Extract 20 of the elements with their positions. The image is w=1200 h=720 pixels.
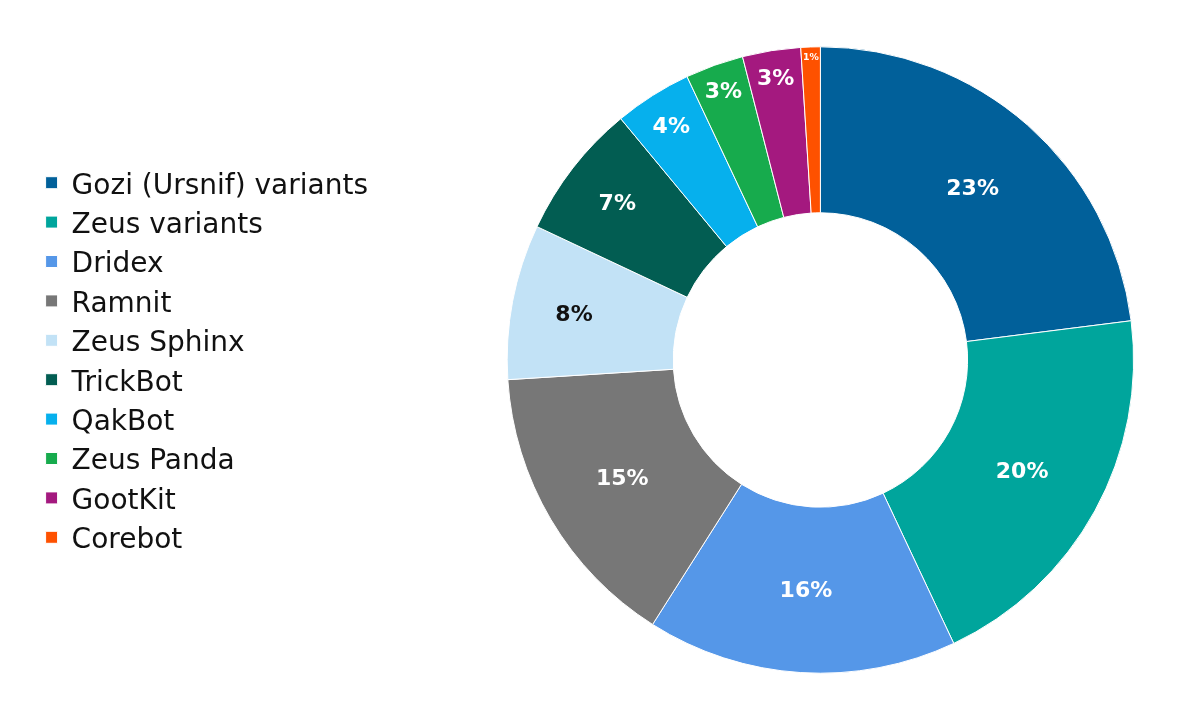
legend-label: Corebot bbox=[71, 522, 183, 556]
data-label: 1% bbox=[802, 50, 820, 62]
legend-label: GootKit bbox=[71, 482, 176, 516]
legend-label: QakBot bbox=[71, 404, 175, 438]
legend-label: Ramnit bbox=[71, 285, 172, 319]
legend-label: Zeus Panda bbox=[71, 443, 235, 477]
data-label: 3% bbox=[756, 64, 795, 90]
legend-label: TrickBot bbox=[70, 364, 183, 398]
data-label: 20% bbox=[995, 458, 1049, 484]
data-label: 7% bbox=[598, 189, 636, 215]
legend-label: Dridex bbox=[71, 246, 164, 280]
data-label: 4% bbox=[652, 112, 690, 138]
data-label: 3% bbox=[704, 78, 743, 104]
legend-label: Zeus variants bbox=[71, 207, 263, 241]
data-label: 16% bbox=[779, 577, 833, 603]
legend-label: Gozi (Ursnif) variants bbox=[71, 167, 369, 201]
data-label: 8% bbox=[555, 300, 593, 326]
legend-label: Zeus Sphinx bbox=[71, 325, 245, 359]
data-label: 23% bbox=[946, 174, 999, 200]
data-label: 15% bbox=[595, 464, 649, 490]
